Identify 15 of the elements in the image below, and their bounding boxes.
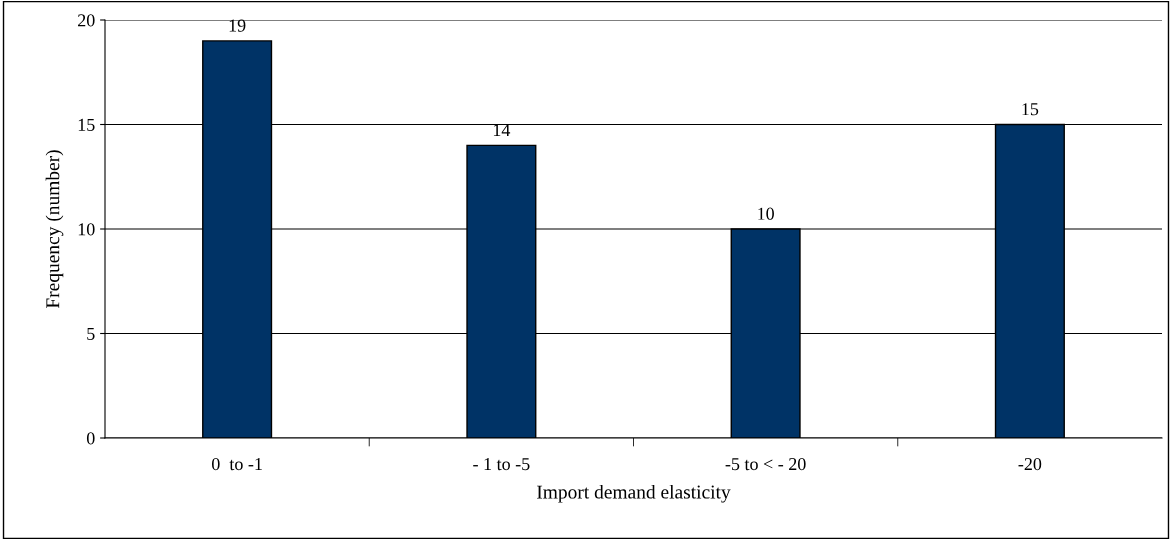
x-tick-label: - 1 to -5 bbox=[473, 458, 530, 471]
data-label: 14 bbox=[493, 124, 511, 136]
x-tick-label: -5 to < - 20 bbox=[725, 457, 806, 471]
data-label: 19 bbox=[229, 19, 246, 32]
y-tick-label: 20 bbox=[78, 14, 95, 27]
data-label: 10 bbox=[758, 207, 774, 220]
y-axis-title: Frequency (number) bbox=[45, 150, 64, 309]
x-tick-label: -20 bbox=[1018, 457, 1042, 471]
y-tick-label: 0 bbox=[86, 432, 95, 445]
x-axis-title: Import demand elasticity bbox=[537, 484, 731, 503]
x-tick-label: 0 to -1 bbox=[211, 457, 262, 471]
y-tick-label: 10 bbox=[78, 223, 95, 236]
y-tick-label: 5 bbox=[87, 327, 95, 340]
data-label: 15 bbox=[1022, 103, 1039, 116]
y-tick-label: 15 bbox=[78, 118, 95, 131]
